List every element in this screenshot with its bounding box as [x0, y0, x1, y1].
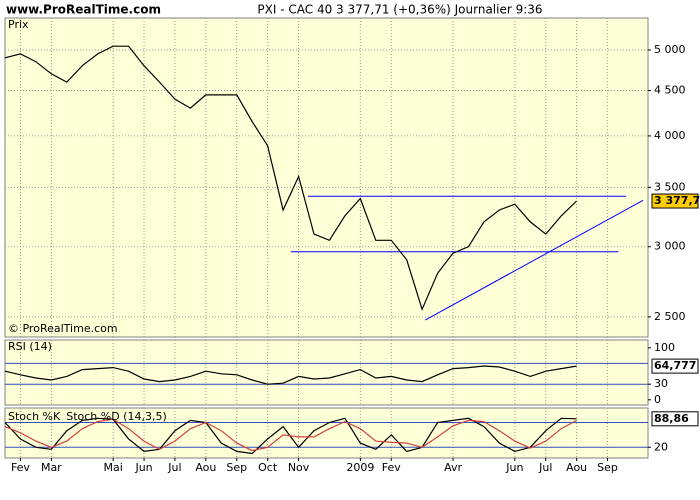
value-label-box — [651, 358, 699, 374]
x-tick-label: Sep — [597, 461, 618, 474]
y-tick-label: 4 500 — [654, 84, 686, 97]
x-tick-label: Mar — [41, 461, 62, 474]
x-tick-label: Aou — [566, 461, 587, 474]
value-label: 64,777 — [654, 359, 696, 372]
x-tick-label: Mai — [104, 461, 123, 474]
watermark: © ProRealTime.com — [8, 322, 118, 335]
value-label-box — [651, 411, 699, 427]
series-line — [4, 365, 577, 385]
value-label: 88,86 — [654, 412, 689, 425]
panel — [4, 339, 649, 406]
x-tick-label: 2009 — [346, 461, 374, 474]
y-tick-label: 0 — [654, 393, 661, 406]
series-line — [4, 418, 577, 452]
chart-title: PXI - CAC 40 3 377,71 (+0,36%) Journalie… — [257, 3, 542, 17]
legend-entry: Stoch %D (14,3,5) — [66, 410, 167, 423]
x-tick-label: Sep — [226, 461, 247, 474]
panel-label: RSI (14) — [8, 340, 52, 353]
x-tick-label: Nov — [288, 461, 310, 474]
series-line — [4, 45, 578, 312]
x-tick-label: Jul — [538, 461, 552, 474]
y-tick-label: 20 — [654, 440, 668, 453]
x-tick-label: Fev — [11, 461, 30, 474]
y-tick-label: 30 — [654, 377, 668, 390]
y-tick-label: 4 000 — [654, 129, 686, 142]
x-tick-label: Fev — [382, 461, 401, 474]
value-label: 3 377,71 — [654, 194, 700, 207]
y-tick-label: 100 — [654, 341, 675, 354]
trendline — [424, 199, 644, 321]
series-line — [4, 417, 577, 455]
y-tick-label: 3 500 — [654, 180, 686, 193]
legend-entry: Stoch %K — [8, 410, 61, 423]
x-tick-label: Aou — [195, 461, 216, 474]
y-tick-label: 3 000 — [654, 240, 686, 253]
x-tick-label: Avr — [444, 461, 462, 474]
panel — [4, 17, 649, 338]
y-tick-label: 2 500 — [654, 310, 686, 323]
panel-label: Prix — [8, 18, 29, 31]
x-tick-label: Jul — [167, 461, 181, 474]
value-label-box — [651, 193, 699, 209]
x-tick-label: Oct — [258, 461, 278, 474]
x-tick-label: Jun — [505, 461, 523, 474]
site: www.ProRealTime.com — [6, 3, 161, 17]
panel — [4, 407, 649, 459]
y-tick-label: 5 000 — [654, 43, 686, 56]
x-tick-label: Jun — [134, 461, 152, 474]
